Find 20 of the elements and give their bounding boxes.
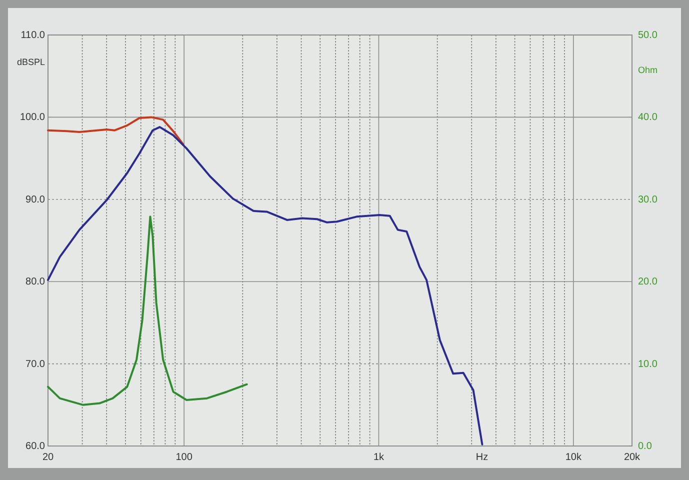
y2-tick-label: 50.0: [638, 30, 658, 41]
y2-tick-label: 20.0: [638, 276, 658, 288]
y-axis-title: dBSPL: [16, 57, 45, 67]
x-axis-title: Hz: [476, 452, 488, 463]
y-tick-label: 90.0: [26, 194, 46, 206]
y-tick-label: 80.0: [26, 276, 46, 288]
y2-axis-title: Ohm: [638, 65, 658, 75]
y2-tick-label: 0.0: [638, 441, 652, 452]
y-tick-label: 70.0: [26, 358, 46, 370]
y-tick-label: 60.0: [26, 441, 46, 452]
x-tick-label: 20: [42, 452, 54, 463]
x-tick-label: 20k: [624, 452, 642, 463]
x-tick-label: 100: [176, 452, 193, 463]
y2-tick-label: 30.0: [638, 194, 658, 206]
y-tick-label: 110.0: [20, 30, 46, 41]
y-tick-label: 100.0: [20, 112, 46, 124]
x-tick-label: 10k: [565, 452, 582, 463]
y2-tick-label: 10.0: [638, 358, 658, 370]
y2-tick-label: 40.0: [638, 112, 658, 124]
x-tick-label: 1k: [373, 452, 386, 463]
